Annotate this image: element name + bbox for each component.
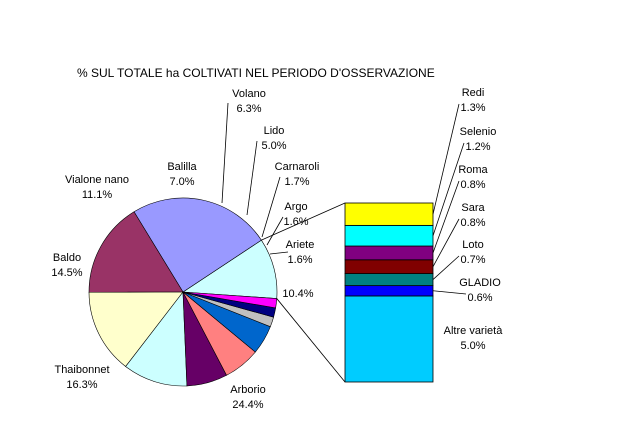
bar-label-roma: Roma 0.8% xyxy=(458,164,488,191)
bar-label-redi: Redi 1.3% xyxy=(460,87,485,114)
bar-leader-line-gladio xyxy=(432,290,467,295)
chart-title: % SUL TOTALE ha COLTIVATI NEL PERIODO D'… xyxy=(77,66,435,80)
bar-label-gladio: GLADIO 0.6% xyxy=(459,277,501,304)
bar-label-altre-variet: Altre varietà 5.0% xyxy=(444,325,504,352)
pie-slice-vialone-nano xyxy=(125,291,188,387)
bar-leader-line-selenio xyxy=(432,142,465,236)
pie-label-lido: Lido 5.0% xyxy=(261,125,286,152)
bar-leader-line-roma xyxy=(432,180,460,254)
pie-label-vialone-nano: Vialone nano 11.1% xyxy=(65,174,129,201)
pie-label-thaibonnet: Thaibonnet 16.3% xyxy=(54,364,109,391)
connector-line-bottom xyxy=(276,298,346,383)
pie-label-balilla: Balilla 7.0% xyxy=(167,161,197,188)
leader-line-argo xyxy=(266,216,284,246)
leader-line-ariete xyxy=(269,251,289,255)
bar-segment-selenio xyxy=(344,224,434,247)
leader-line-carnaroli xyxy=(261,176,281,238)
bar-label-sara: Sara 0.8% xyxy=(460,202,485,229)
pie-label-ariete: Ariete 1.6% xyxy=(286,239,315,266)
pie-slice-baldo xyxy=(88,291,184,367)
bar-leader-line-sara xyxy=(432,218,460,267)
leader-line-lido xyxy=(246,140,258,216)
bar-segment-redi xyxy=(344,202,434,226)
pie-label-volano: Volano 6.3% xyxy=(232,88,266,115)
pie-label-baldo: Baldo 14.5% xyxy=(51,252,82,279)
pie-label-other: 10.4% xyxy=(282,288,313,300)
bar-leader-line-redi xyxy=(432,103,460,215)
pie-label-carnaroli: Carnaroli 1.7% xyxy=(275,161,320,188)
pie-label-arborio: Arborio 24.4% xyxy=(230,384,265,411)
bar-label-loto: Loto 0.7% xyxy=(460,239,485,266)
bar-segment-sara xyxy=(344,259,434,274)
bar-leader-line-loto xyxy=(432,255,460,280)
leader-line-volano xyxy=(221,102,229,204)
bar-segment-altre-variet xyxy=(344,295,434,383)
bar-segment-gladio xyxy=(344,285,434,297)
connector-line-top xyxy=(261,202,346,241)
bar-segment-roma xyxy=(344,245,434,261)
pie-slice-arborio xyxy=(133,197,262,293)
bar-segment-loto xyxy=(344,273,434,287)
bar-label-selenio: Selenio 1.2% xyxy=(460,126,497,153)
pie-label-argo: Argo 1.6% xyxy=(283,201,308,228)
pie-slice-thaibonnet xyxy=(88,211,184,293)
